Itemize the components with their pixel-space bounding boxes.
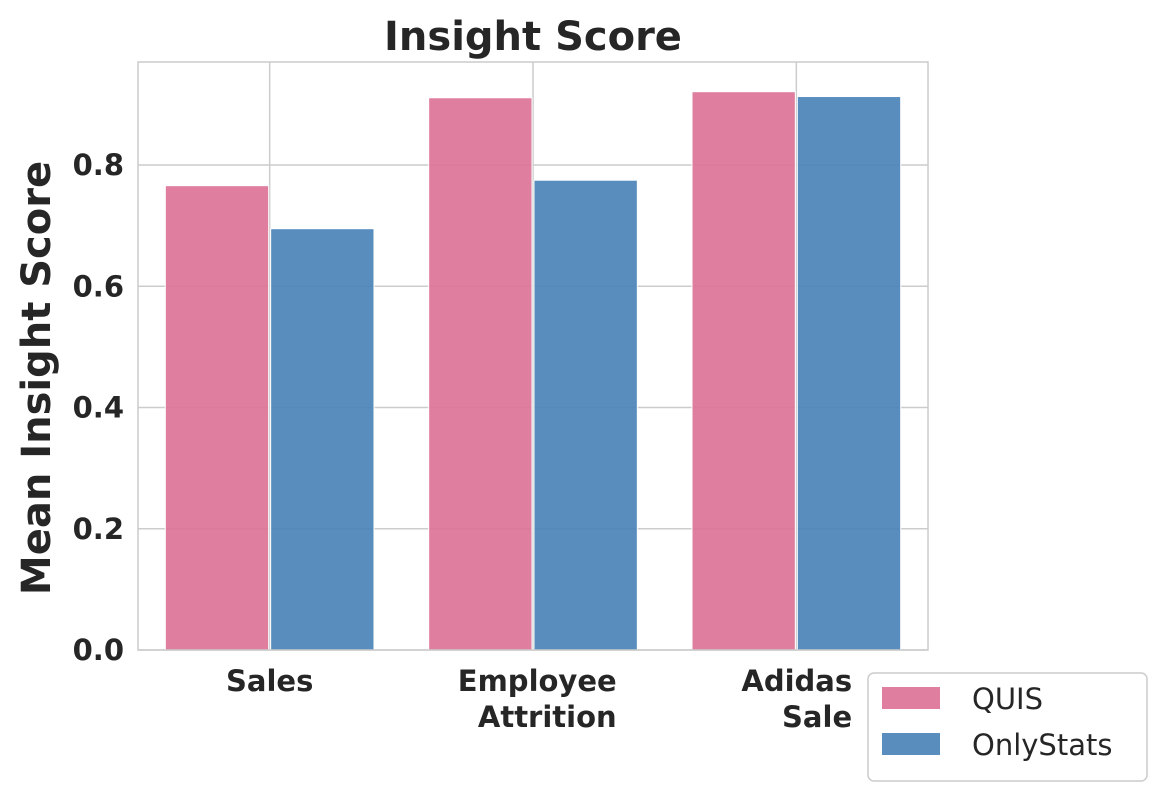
x-tick-label: Sales xyxy=(226,664,313,698)
y-tick-label: 0.0 xyxy=(73,633,124,667)
x-tick-label: Attrition xyxy=(478,700,617,734)
x-tick-label: Adidas xyxy=(741,664,852,698)
bar-quis-2 xyxy=(691,91,796,651)
y-tick-label: 0.8 xyxy=(73,148,124,182)
legend-swatch-onlystats xyxy=(882,733,940,755)
bar-onlystats-1 xyxy=(533,179,638,651)
bars-layer xyxy=(164,91,902,651)
y-tick-label: 0.2 xyxy=(73,512,124,546)
bar-quis-1 xyxy=(428,97,533,651)
bar-quis-0 xyxy=(164,185,270,651)
bar-onlystats-0 xyxy=(270,228,375,651)
plot-frame xyxy=(137,61,929,651)
y-tick-labels: 0.0 0.2 0.4 0.6 0.8 xyxy=(73,148,124,667)
grid-layer xyxy=(138,62,928,651)
bar-onlystats-2 xyxy=(796,96,902,651)
legend-label-quis[interactable]: QUIS xyxy=(972,682,1043,716)
y-axis-label: Mean Insight Score xyxy=(14,161,60,595)
y-tick-label: 0.6 xyxy=(73,269,124,303)
legend[interactable]: QUIS OnlyStats xyxy=(867,672,1148,782)
x-tick-label: Employee xyxy=(458,664,617,698)
y-tick-label: 0.4 xyxy=(73,391,124,425)
chart-title: Insight Score xyxy=(384,14,682,60)
legend-swatch-quis xyxy=(882,687,940,709)
legend-label-onlystats[interactable]: OnlyStats xyxy=(972,728,1112,762)
x-tick-label: Sale xyxy=(782,700,852,734)
